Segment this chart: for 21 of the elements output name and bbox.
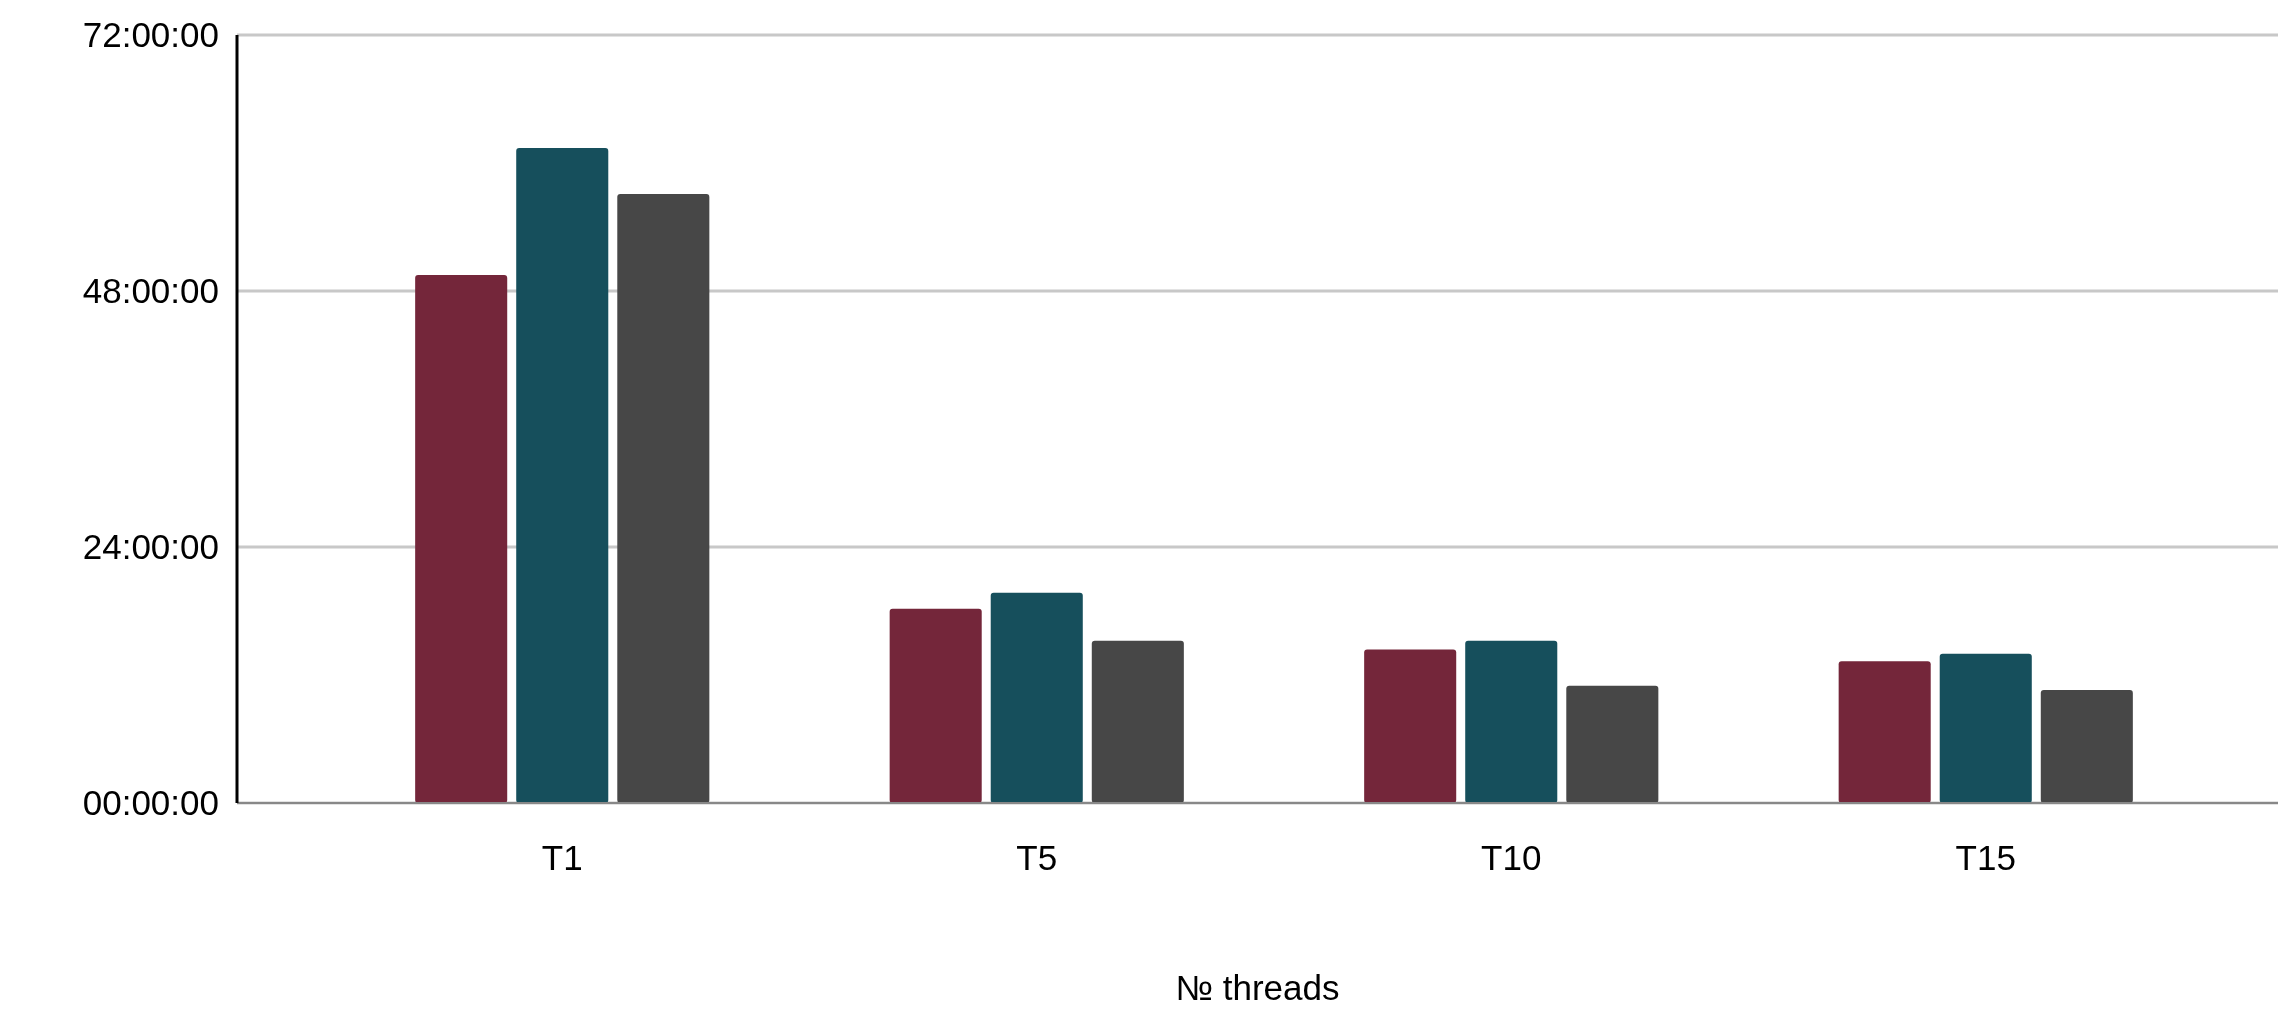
x-tick-label: T15 xyxy=(1955,838,2016,877)
bar xyxy=(617,193,710,803)
y-tick-label: 48:00:00 xyxy=(82,271,219,311)
bar xyxy=(889,608,982,803)
bar xyxy=(1465,640,1558,803)
y-tick-label: 24:00:00 xyxy=(82,527,219,567)
x-axis-title: № threads xyxy=(1175,968,1340,1007)
bar xyxy=(516,148,609,803)
bar xyxy=(1838,661,1931,803)
bar xyxy=(1364,649,1457,803)
y-tick-label: 72:00:00 xyxy=(82,15,219,55)
x-tick-label: T10 xyxy=(1481,838,1542,877)
x-tick-label: T5 xyxy=(1016,838,1058,877)
bar xyxy=(2040,689,2133,803)
bar xyxy=(1091,640,1184,803)
bar xyxy=(1939,653,2032,803)
bar xyxy=(415,275,508,803)
bar xyxy=(990,592,1083,803)
y-tick-label: 00:00:00 xyxy=(82,783,219,823)
x-tick-label: T1 xyxy=(541,838,583,877)
bar xyxy=(1566,685,1659,803)
